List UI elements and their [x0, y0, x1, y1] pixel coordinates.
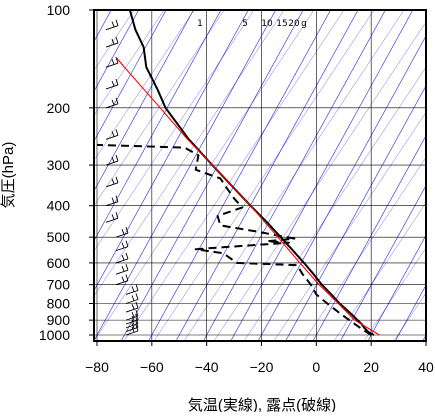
dewpoint-line: [96, 143, 372, 336]
profile-lines: [96, 10, 380, 336]
x-tick-label: −20: [250, 359, 274, 375]
y-tick-label: 200: [47, 100, 71, 116]
y-tick-label: 600: [47, 255, 71, 271]
wind-barb: [105, 212, 119, 223]
temperature-line: [128, 10, 375, 336]
y-tick-label: 300: [47, 157, 71, 173]
x-tick-label: −40: [195, 359, 219, 375]
wind-barb: [115, 264, 129, 275]
wind-barb: [105, 195, 119, 207]
isotherm-line: [175, 10, 359, 341]
adiabat-line: [183, 10, 405, 341]
wind-barb: [105, 176, 119, 188]
mixing-ratio-label: g: [301, 19, 307, 29]
isotherm-line: [203, 10, 386, 341]
isotherm-line: [367, 234, 426, 341]
isotherm-line: [312, 134, 426, 341]
wind-barb: [125, 313, 139, 325]
wind-barb: [105, 78, 119, 90]
adiabat-line: [153, 10, 375, 341]
adiabat-line: [393, 292, 426, 341]
x-tick-label: 40: [418, 359, 434, 375]
y-axis-title: 気圧(hPa): [0, 142, 17, 209]
isotherm-line: [422, 334, 426, 341]
wind-barb: [125, 309, 139, 321]
wind-barb: [106, 10, 108, 11]
adiabat-line: [94, 10, 225, 207]
y-tick-label: 100: [47, 2, 71, 18]
x-axis-title: 気温(実線), 露点(破線): [188, 397, 336, 412]
adiabat-line: [303, 156, 426, 341]
wind-barb: [105, 19, 119, 31]
adiabat-line: [94, 10, 285, 297]
mixing-ratio-label: 5: [242, 19, 248, 29]
adiabat-line: [213, 21, 426, 341]
wind-barb: [125, 301, 139, 313]
isotherm-line: [94, 10, 222, 242]
mixing-ratio-label: 10: [261, 19, 273, 29]
isotherm-line: [94, 10, 167, 142]
x-axis-ticks: −80 −60 −40 −20 0 20 40: [85, 341, 434, 375]
mixing-ratio-label: 15: [276, 19, 287, 29]
adiabat-line: [94, 10, 195, 161]
mixing-ratio-labels: 1 5 10 15 20 g: [197, 19, 307, 29]
wind-barb: [125, 293, 139, 304]
x-tick-label: 20: [363, 359, 379, 375]
y-tick-label: 500: [47, 229, 71, 245]
x-tick-label: −80: [85, 359, 109, 375]
wind-barb: [105, 57, 119, 68]
y-tick-label: 900: [47, 312, 71, 328]
wind-barb: [105, 129, 119, 140]
wind-barb: [105, 36, 119, 48]
isotherm-line: [94, 10, 139, 92]
y-tick-label: 700: [47, 277, 71, 293]
wind-barb: [115, 274, 129, 286]
isotherm-lines: [94, 10, 426, 341]
y-tick-label: 1000: [39, 327, 70, 343]
adiabat-line: [94, 10, 165, 116]
isotherm-line: [94, 10, 249, 292]
adiabat-line: [333, 202, 426, 341]
adiabat-line: [243, 66, 426, 341]
mixing-ratio-label: 20: [288, 19, 300, 29]
pressure-gridlines: [94, 10, 426, 341]
wind-barb: [105, 154, 119, 166]
wind-barb: [105, 97, 119, 109]
plot-frame: [93, 9, 427, 342]
x-tick-label: 0: [312, 359, 320, 375]
isotherm-line: [257, 35, 426, 341]
isotherm-line: [148, 10, 331, 341]
adiabat-line: [363, 247, 426, 341]
adiabat-line: [273, 111, 426, 341]
adiabat-line: [94, 10, 135, 71]
adiabat-line: [123, 10, 345, 341]
wind-barb: [115, 240, 129, 252]
wind-barbs: [105, 10, 139, 336]
wind-barb: [115, 227, 129, 238]
wind-barb: [125, 324, 139, 336]
isotherm-line: [340, 184, 426, 341]
isotherm-line: [285, 85, 426, 341]
adiabat-line: [94, 10, 255, 252]
y-tick-label: 400: [47, 198, 71, 214]
parcel-line: [115, 57, 380, 336]
isotherm-line: [94, 10, 277, 341]
isotherm-line: [230, 10, 414, 341]
adiabat-line: [94, 10, 315, 341]
x-tick-label: −60: [140, 359, 164, 375]
wind-barb: [125, 284, 139, 295]
wind-barb: [115, 252, 129, 264]
isotherm-line: [94, 10, 194, 192]
y-tick-label: 800: [47, 296, 71, 312]
mixing-ratio-label: 1: [197, 19, 203, 29]
